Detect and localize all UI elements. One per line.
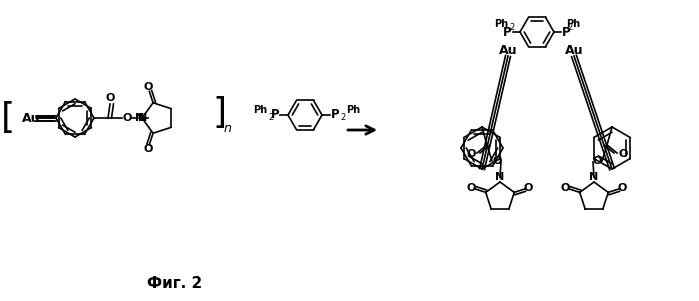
Text: P: P: [562, 26, 570, 39]
Text: N: N: [496, 172, 505, 182]
Text: O: O: [122, 113, 131, 123]
Text: N: N: [589, 172, 598, 182]
Text: 2: 2: [510, 23, 514, 33]
Text: O: O: [524, 183, 533, 193]
Text: N: N: [136, 113, 145, 123]
Text: Au: Au: [22, 111, 41, 125]
Text: O: O: [143, 82, 152, 92]
Text: O: O: [619, 149, 628, 159]
Text: O: O: [106, 93, 115, 103]
Text: O: O: [561, 183, 570, 193]
Text: O: O: [467, 183, 476, 193]
Text: N: N: [138, 113, 147, 123]
Text: O: O: [618, 183, 627, 193]
Text: [: [: [1, 101, 15, 135]
Text: O: O: [143, 144, 152, 154]
Text: Ph: Ph: [494, 19, 508, 29]
Text: ]: ]: [213, 96, 227, 130]
Text: 2: 2: [268, 113, 273, 122]
Text: O: O: [592, 156, 602, 166]
Text: Ph: Ph: [566, 19, 580, 29]
Text: 2: 2: [568, 23, 572, 33]
Text: P: P: [271, 108, 279, 122]
Text: O: O: [492, 156, 502, 166]
Text: 2: 2: [340, 113, 345, 122]
Text: n: n: [224, 122, 232, 135]
Text: O: O: [466, 149, 476, 159]
Text: P: P: [503, 26, 512, 39]
Text: Ph: Ph: [346, 105, 360, 115]
Text: P: P: [331, 108, 340, 122]
Text: Фиг. 2: Фиг. 2: [147, 275, 203, 290]
Text: Au: Au: [565, 44, 583, 57]
Text: Au: Au: [499, 44, 517, 57]
Text: Ph: Ph: [253, 105, 267, 115]
